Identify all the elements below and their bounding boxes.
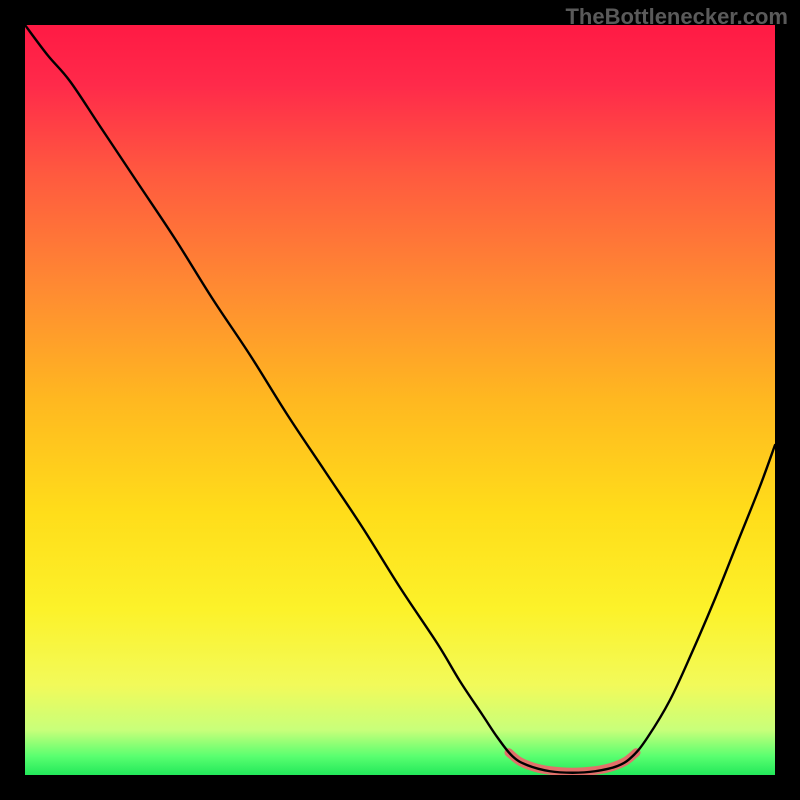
chart-plot-area (25, 25, 775, 775)
watermark-text: TheBottlenecker.com (565, 4, 788, 30)
performance-curve (25, 25, 775, 773)
optimal-range-highlight (509, 753, 637, 773)
bottleneck-curve (25, 25, 775, 775)
